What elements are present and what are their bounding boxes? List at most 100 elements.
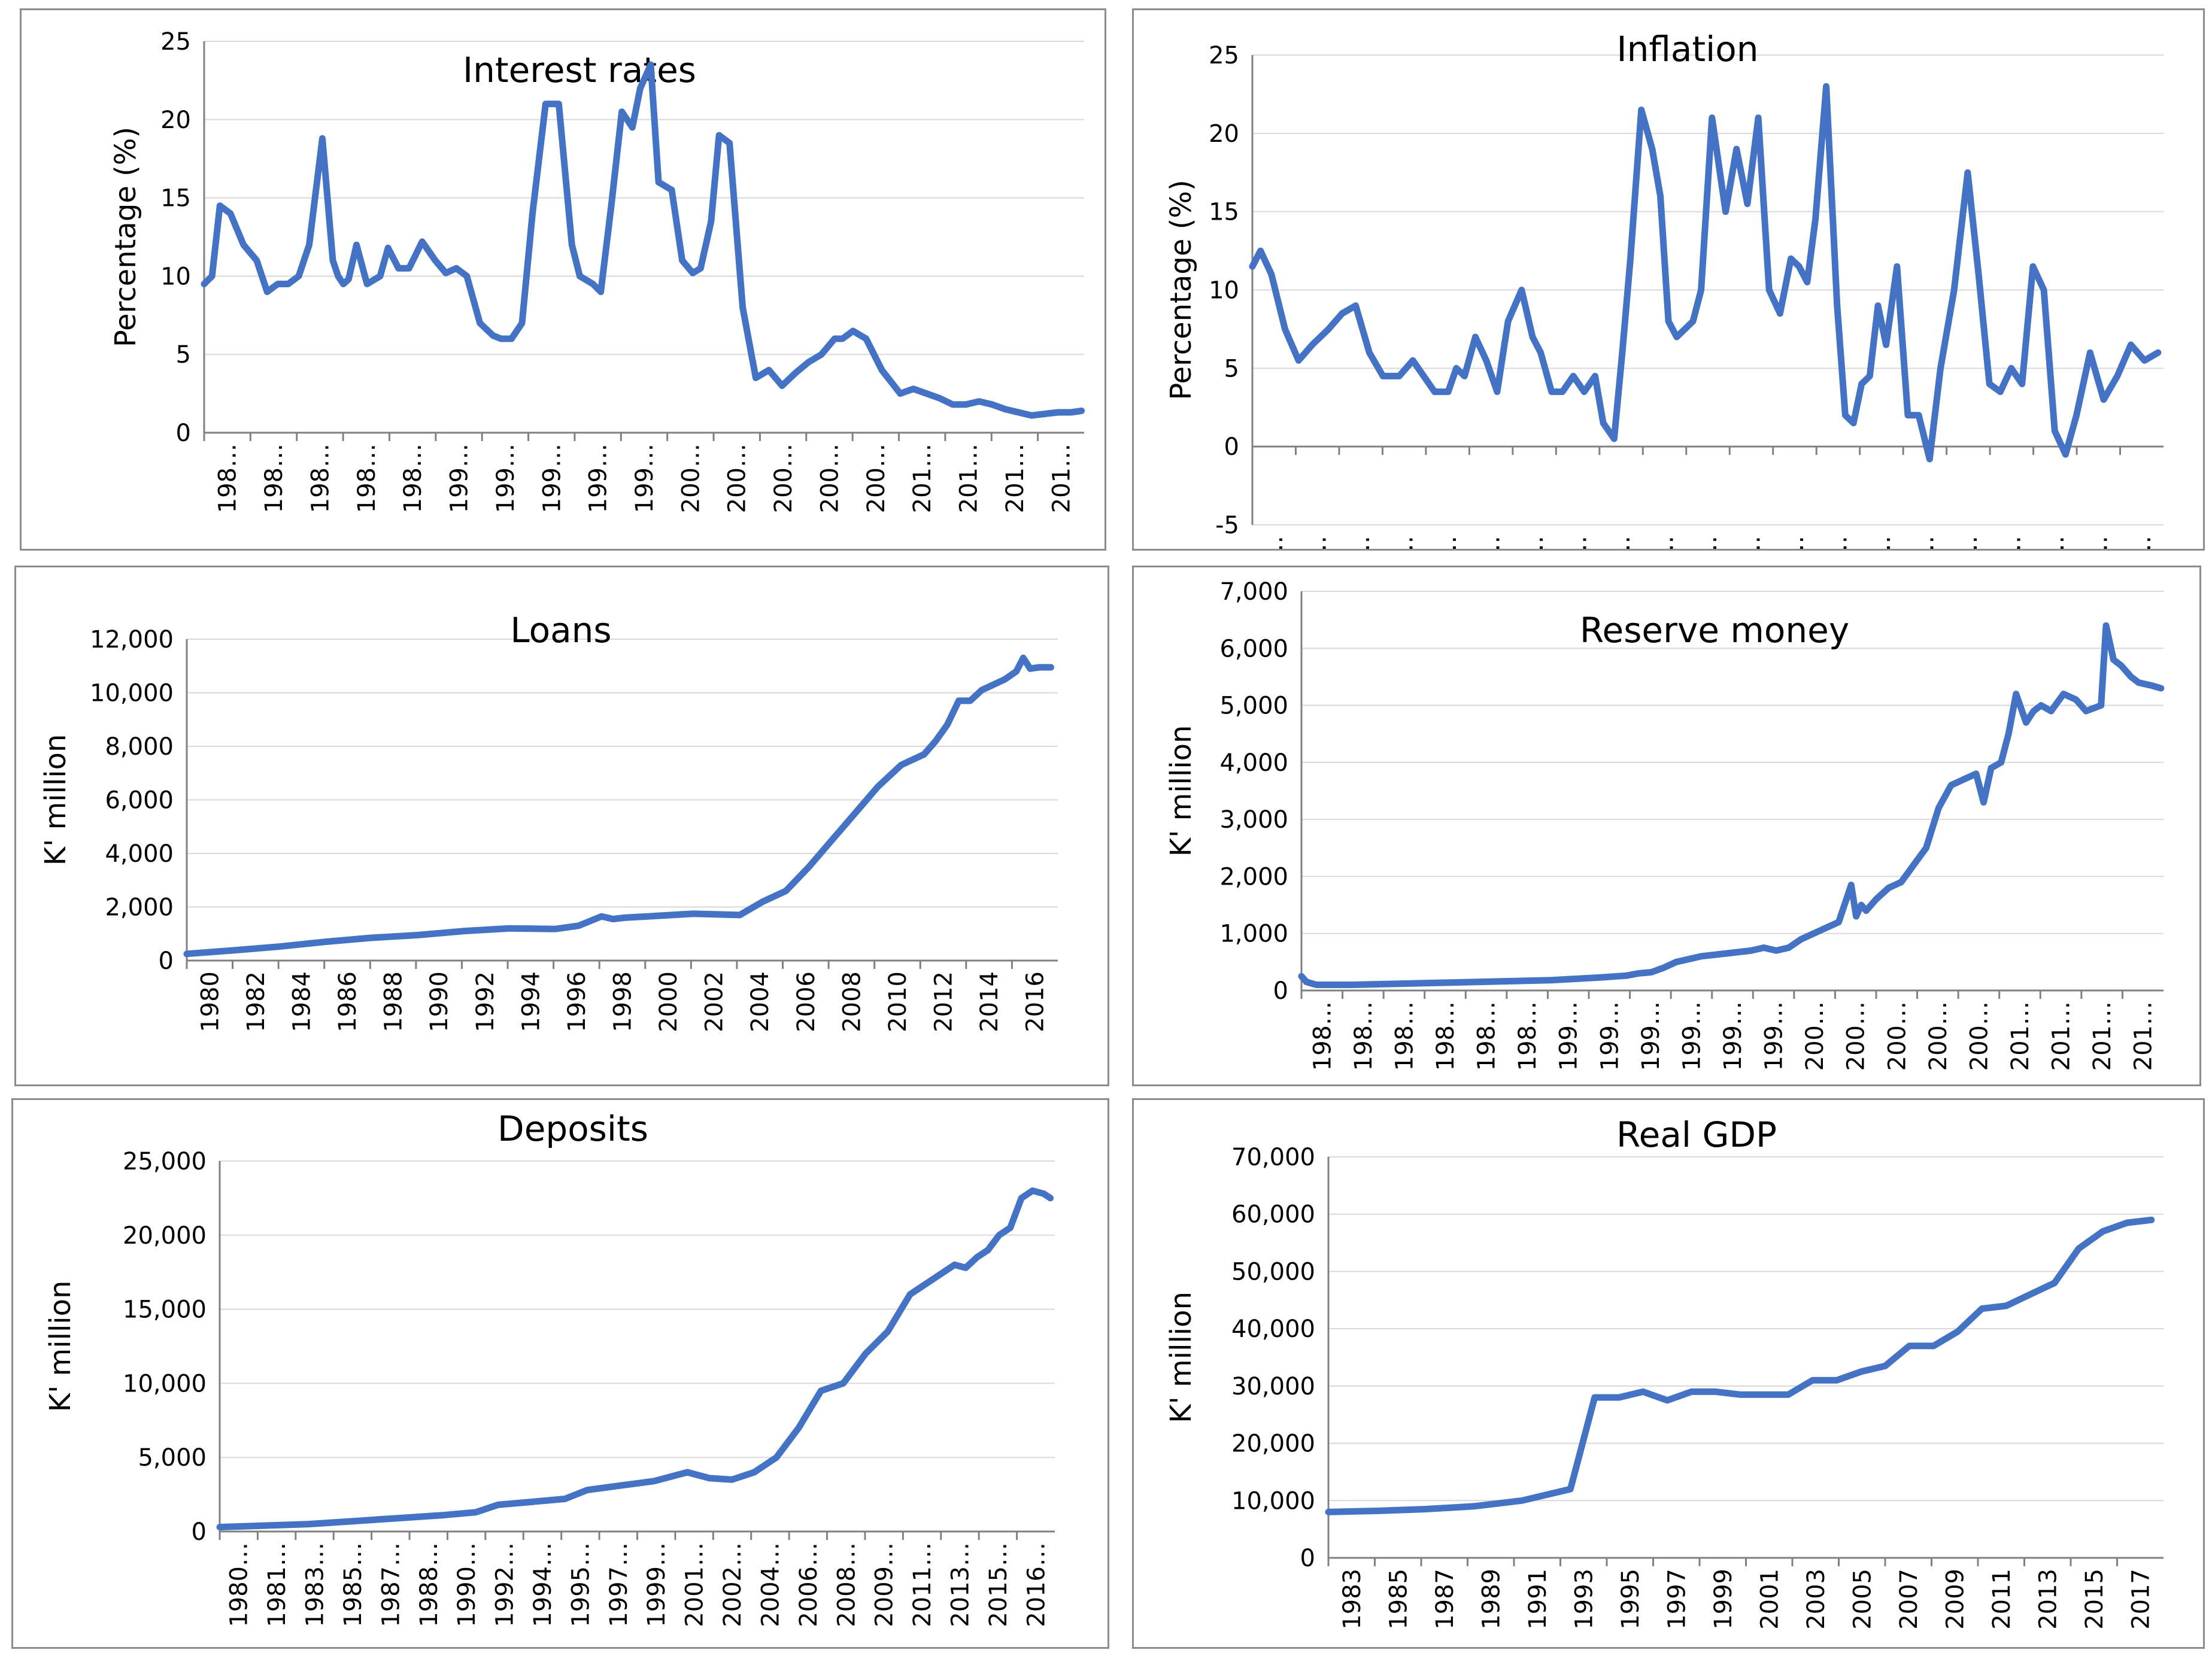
x-tick-label: 201… [1048, 443, 1075, 513]
x-tick-label: 2011… [909, 1542, 936, 1627]
x-tick-label: 200… [1965, 1001, 1993, 1071]
y-tick-label: 0 [192, 1518, 207, 1546]
x-tick-label: 1989 [1477, 1569, 1505, 1630]
x-tick-label: 1980 [196, 971, 224, 1032]
x-tick-label: 201… [955, 443, 983, 513]
x-tick-label: 1996 [563, 971, 591, 1032]
x-tick-label: 1999… [643, 1542, 670, 1627]
y-tick-label: 25 [1209, 42, 1239, 69]
x-tick-label: 201… [2048, 1001, 2076, 1071]
x-tick-label: 2005 [1849, 1569, 1876, 1630]
chart-svg-reserve-money: 0 1,000 2,000 3,000 4,000 5,000 6,000 7,000 198…… [1164, 578, 2165, 1071]
x-tick-label: 2007 [1895, 1569, 1923, 1630]
x-tick-label: 1997… [605, 1542, 633, 1627]
x-tick-label: 2016… [1022, 1542, 1050, 1627]
x-tick-label: 198… [1309, 1001, 1336, 1071]
x-tick-label: 1982 [242, 971, 270, 1032]
x-tick-label: 1981… [263, 1542, 291, 1627]
y-tick-label: 10 [160, 263, 191, 290]
x-tick-label: 200… [816, 443, 843, 513]
y-tick-label: 5 [1224, 355, 1239, 382]
x-tick-label: 1988 [380, 971, 408, 1032]
y-tick-label: 20,000 [123, 1222, 207, 1250]
y-tick-label: 10,000 [1231, 1487, 1315, 1515]
chart-panel-reserve-money: 0 1,000 2,000 3,000 4,000 5,000 6,000 7,000 198…… [1132, 566, 2201, 1086]
x-tick-label: 1990 [426, 971, 453, 1032]
y-tick-label: 7,000 [1219, 578, 1288, 606]
chart-title: Real GDP [1616, 1114, 1777, 1155]
series-line-reserve-money [1298, 622, 2165, 988]
x-tick-label: 200… [1955, 536, 1983, 549]
chart-svg-interest-rates: 0 5 10 15 20 25 198… 198… 198… 198… 198… 199… 199… 19… [109, 28, 1085, 513]
y-tick-label: 20 [160, 107, 191, 134]
y-tick-label: 60,000 [1231, 1201, 1315, 1229]
x-tick-label: 198… [353, 443, 381, 513]
x-tick-label: 199… [1761, 1001, 1788, 1071]
y-tick-label: 10,000 [90, 680, 174, 707]
series-line-real-gdp [1325, 1216, 2155, 1515]
x-tick-label: 1995 [1617, 1569, 1644, 1630]
y-axis-label: Percentage (%) [1164, 180, 1198, 400]
x-tick-label: 1992 [472, 971, 499, 1032]
x-tick-label: 2003 [1803, 1569, 1830, 1630]
x-tick-label: 200… [770, 443, 797, 513]
y-axis-label: K' million [39, 734, 72, 866]
x-tick-label: 1991 [1524, 1569, 1552, 1630]
x-tick-label: 198… [1432, 1001, 1460, 1071]
chart-title: Interest rates [463, 50, 696, 90]
y-tick-label: 8,000 [105, 733, 174, 761]
x-tick-label: 1985 [1385, 1569, 1412, 1630]
x-tick-label: 198… [1348, 536, 1375, 549]
x-tick-label: 201… [1998, 536, 2026, 549]
chart-panel-real-gdp: 0 10,000 20,000 30,000 40,000 50,000 60,000 70,… [1132, 1098, 2205, 1649]
chart-title: Inflation [1616, 29, 1758, 69]
x-tick-label: 199… [492, 443, 520, 513]
x-tick-label: 199… [1637, 1001, 1665, 1071]
x-tick-label: 198… [1261, 536, 1288, 549]
x-tick-label: 198… [399, 443, 427, 513]
y-tick-label: 15 [160, 185, 191, 212]
x-tick-label: 2014 [976, 971, 1003, 1032]
y-tick-label: 5,000 [1219, 692, 1288, 720]
y-tick-label: 12,000 [90, 626, 174, 654]
x-tick-label: 198… [214, 443, 242, 513]
x-tick-label: 1999 [1710, 1569, 1737, 1630]
x-tick-label: 1997 [1663, 1569, 1691, 1630]
y-tick-label: 6,000 [1219, 635, 1288, 663]
x-tick-label: 198… [1473, 1001, 1501, 1071]
y-tick-label: 25 [160, 28, 191, 56]
x-tick-label: 198… [1304, 536, 1332, 549]
x-tick-label: 198… [260, 443, 288, 513]
x-tick-label: 2012 [930, 971, 958, 1032]
x-tick-label: 198… [1350, 1001, 1377, 1071]
x-tick-label: 198… [1391, 1001, 1418, 1071]
chart-svg-real-gdp: 0 10,000 20,000 30,000 40,000 50,000 60,000 70,… [1164, 1114, 2164, 1630]
x-tick-label: 1990… [453, 1542, 481, 1627]
y-axis-label: K' million [1164, 1292, 1198, 1423]
x-tick-label: 1980… [226, 1542, 253, 1627]
x-tick-label: 199… [538, 443, 566, 513]
chart-title: Deposits [497, 1108, 648, 1149]
x-tick-label: 200… [863, 443, 890, 513]
y-tick-label: 15 [1209, 199, 1239, 226]
y-tick-label: 10 [1209, 277, 1239, 305]
chart-svg-loans: 0 2,000 4,000 6,000 8,000 10,000 12,000 1980 198… [39, 610, 1058, 1032]
x-tick-label: 2004… [757, 1542, 784, 1627]
x-tick-label: 200… [1883, 1001, 1911, 1071]
x-tick-label: 2006 [793, 971, 820, 1032]
x-tick-label: 2001 [1756, 1569, 1783, 1630]
x-tick-label: 2017 [2127, 1569, 2155, 1630]
x-tick-label: 199… [1555, 1001, 1583, 1071]
x-tick-label: 199… [1738, 536, 1765, 549]
x-tick-label: 1985… [339, 1542, 367, 1627]
x-tick-label: 2006… [795, 1542, 823, 1627]
x-tick-label: 200… [1925, 1001, 1952, 1071]
x-tick-label: 1994 [517, 971, 545, 1032]
chart-svg-inflation: -5 0 5 10 15 20 25 198… 198… 198… 198… 198… 198… 199…… [1164, 29, 2164, 549]
x-tick-label: 201… [2042, 536, 2070, 549]
x-tick-label: 199… [1695, 536, 1722, 549]
x-tick-label: 199… [631, 443, 659, 513]
y-tick-label: 5,000 [138, 1444, 207, 1472]
x-tick-label: 2011 [1988, 1569, 2016, 1630]
x-tick-label: 2008… [833, 1542, 860, 1627]
